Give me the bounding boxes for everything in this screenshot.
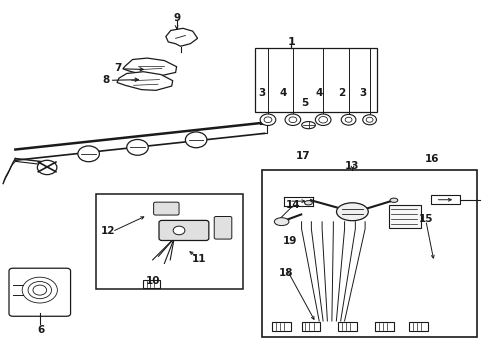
Ellipse shape xyxy=(337,203,368,221)
Text: 1: 1 xyxy=(288,37,295,46)
Text: 15: 15 xyxy=(418,215,433,224)
Bar xyxy=(375,322,393,331)
Text: 2: 2 xyxy=(338,88,345,98)
Text: 18: 18 xyxy=(279,267,294,278)
Ellipse shape xyxy=(302,122,316,129)
Bar xyxy=(262,170,477,337)
Bar xyxy=(338,322,357,331)
Circle shape xyxy=(341,114,356,125)
Bar xyxy=(389,204,421,228)
Circle shape xyxy=(345,117,352,122)
Circle shape xyxy=(264,117,272,123)
Circle shape xyxy=(363,115,376,125)
Text: 7: 7 xyxy=(114,63,122,73)
Circle shape xyxy=(285,114,301,126)
Ellipse shape xyxy=(304,201,312,205)
Circle shape xyxy=(185,132,207,148)
Text: 3: 3 xyxy=(259,88,266,98)
Ellipse shape xyxy=(274,218,289,226)
Circle shape xyxy=(319,117,328,123)
Circle shape xyxy=(260,114,276,126)
Text: 11: 11 xyxy=(191,254,206,264)
Polygon shape xyxy=(123,58,176,76)
Ellipse shape xyxy=(390,198,398,202)
Bar xyxy=(409,322,428,331)
FancyBboxPatch shape xyxy=(159,220,209,240)
FancyBboxPatch shape xyxy=(214,216,232,239)
Bar xyxy=(431,195,460,204)
Text: 9: 9 xyxy=(173,13,180,23)
Circle shape xyxy=(366,117,373,122)
Text: 8: 8 xyxy=(102,75,110,85)
Text: 16: 16 xyxy=(424,154,439,164)
Polygon shape xyxy=(117,72,172,90)
Bar xyxy=(302,322,320,331)
Text: 4: 4 xyxy=(316,88,323,98)
Text: 14: 14 xyxy=(286,200,300,210)
Polygon shape xyxy=(166,28,197,46)
Bar xyxy=(143,280,160,288)
Circle shape xyxy=(37,160,57,175)
Text: 3: 3 xyxy=(360,88,367,98)
Text: 17: 17 xyxy=(295,150,310,161)
Bar xyxy=(255,48,377,112)
Text: 12: 12 xyxy=(101,226,116,236)
Bar xyxy=(272,322,291,331)
Circle shape xyxy=(289,117,297,123)
Circle shape xyxy=(316,114,331,126)
Circle shape xyxy=(173,226,185,235)
Text: 5: 5 xyxy=(301,98,308,108)
Text: 10: 10 xyxy=(146,276,160,286)
Text: 19: 19 xyxy=(283,236,297,246)
Circle shape xyxy=(127,139,148,155)
Text: 4: 4 xyxy=(279,88,287,98)
Text: 6: 6 xyxy=(37,325,45,335)
Circle shape xyxy=(78,146,99,162)
FancyBboxPatch shape xyxy=(154,202,179,215)
FancyBboxPatch shape xyxy=(9,268,71,316)
Text: 13: 13 xyxy=(345,161,360,171)
Bar xyxy=(96,194,243,289)
